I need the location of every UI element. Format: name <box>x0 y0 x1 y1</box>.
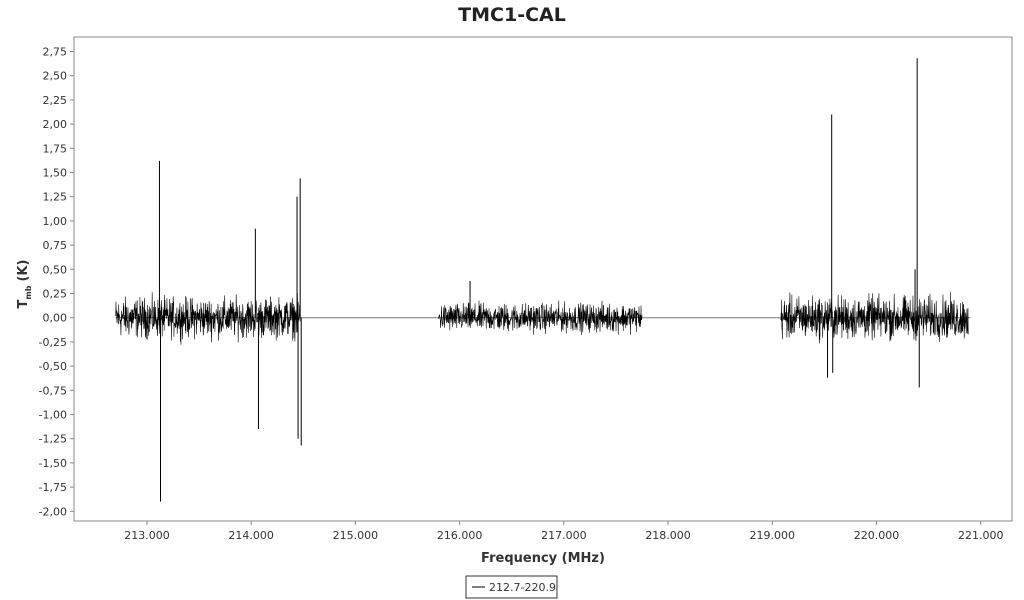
chart-title: TMC1-CAL <box>458 4 566 26</box>
legend-label: 212.7-220.9 <box>489 581 556 594</box>
noise-band-1 <box>438 300 643 336</box>
y-tick-label-1: 2,50 <box>43 70 68 83</box>
legend-box <box>465 575 558 599</box>
y-tick-label-0: 2,75 <box>43 46 68 59</box>
y-axis-label-main: T <box>16 299 31 308</box>
y-tick-label-16: -1,25 <box>39 433 67 446</box>
plot-frame <box>73 36 1013 522</box>
x-tick-label-0: 213.000 <box>124 529 170 542</box>
x-tick-label-8: 221.000 <box>958 529 1004 542</box>
noise-band-0 <box>115 292 301 345</box>
y-tick-label-2: 2,25 <box>43 94 68 107</box>
y-tick-label-8: 0,75 <box>43 239 68 252</box>
x-tick-label-3: 216.000 <box>437 529 483 542</box>
y-tick-label-5: 1,50 <box>43 167 68 180</box>
x-tick-label-7: 220.000 <box>854 529 900 542</box>
x-tick-label-1: 214.000 <box>228 529 274 542</box>
x-axis: 213.000 214.000 215.000 216.000 217.000 218.0… <box>124 521 1003 542</box>
x-tick-label-2: 215.000 <box>333 529 379 542</box>
x-tick-label-6: 219.000 <box>750 529 796 542</box>
y-tick-label-14: -0,75 <box>39 384 67 397</box>
y-axis-label-unit: (K) <box>16 260 31 282</box>
y-tick-label-19: -2,00 <box>39 505 67 518</box>
y-tick-label-17: -1,50 <box>39 457 67 470</box>
legend: 212.7-220.9 <box>465 575 558 599</box>
y-tick-label-15: -1,00 <box>39 409 67 422</box>
y-tick-label-9: 0,50 <box>43 263 68 276</box>
y-tick-label-6: 1,25 <box>43 191 68 204</box>
y-axis-label: Tmb (K) <box>16 260 33 309</box>
y-tick-label-18: -1,75 <box>39 481 67 494</box>
y-tick-label-3: 2,00 <box>43 118 68 131</box>
x-axis-label: Frequency (MHz) <box>481 551 605 566</box>
y-tick-label-10: 0,25 <box>43 288 68 301</box>
y-tick-label-7: 1,00 <box>43 215 68 228</box>
x-tick-label-5: 218.000 <box>645 529 691 542</box>
y-tick-label-12: -0,25 <box>39 336 67 349</box>
y-axis-label-subscript: mb <box>24 285 33 299</box>
noise-band-2 <box>780 291 969 344</box>
x-tick-label-4: 217.000 <box>541 529 587 542</box>
y-axis: 2,75 2,50 2,25 2,00 1,75 1,50 1,25 1,00 0,75 0,50… <box>39 46 74 518</box>
y-tick-label-4: 1,75 <box>43 142 68 155</box>
plot-area <box>115 58 971 502</box>
y-tick-label-13: -0,50 <box>39 360 67 373</box>
y-tick-label-11: 0,00 <box>43 312 68 325</box>
